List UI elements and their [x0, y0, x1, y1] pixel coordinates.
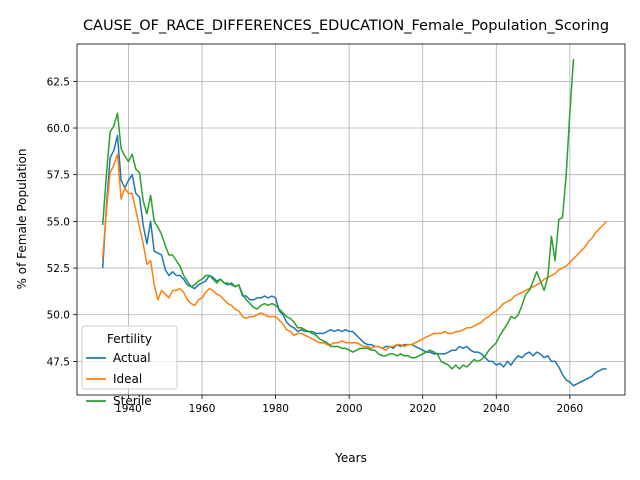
axis-ticks: 1940 1960 1980 2000 2020 2040 2060 47.5 50.0 52.5… [47, 76, 584, 415]
grid-lines [77, 44, 625, 395]
series-lines [101, 58, 608, 387]
x-tick-label: 2020 [409, 403, 436, 415]
y-axis-label: % of Female Population [15, 149, 29, 290]
series-line-sterile [101, 58, 575, 370]
y-tick-label: 57.5 [47, 170, 70, 182]
series-line-actual [101, 134, 607, 387]
x-tick-label: 1940 [115, 403, 142, 415]
x-tick-label: 1960 [189, 403, 216, 415]
legend: Fertility Actual Ideal Sterile [81, 325, 178, 408]
legend-label-sterile: Sterile [113, 394, 152, 408]
y-tick-label: 55.0 [47, 216, 70, 228]
x-axis-label: Years [334, 451, 367, 465]
y-tick-label: 62.5 [47, 76, 70, 88]
x-tick-label: 2000 [336, 403, 363, 415]
chart-title: CAUSE_OF_RACE_DIFFERENCES_EDUCATION_Fema… [83, 18, 609, 34]
legend-label-actual: Actual [113, 351, 151, 365]
y-tick-label: 47.5 [47, 356, 70, 368]
x-tick-label: 2040 [483, 403, 510, 415]
x-tick-label: 2060 [556, 403, 583, 415]
series-line-ideal [101, 153, 608, 351]
legend-box [81, 325, 178, 390]
y-tick-label: 50.0 [47, 310, 70, 322]
y-tick-label: 52.5 [47, 263, 70, 275]
legend-title: Fertility [107, 332, 152, 346]
y-tick-label: 60.0 [47, 123, 70, 135]
x-tick-label: 1980 [262, 403, 289, 415]
legend-label-ideal: Ideal [113, 372, 142, 386]
plot-area-frame [76, 43, 626, 396]
